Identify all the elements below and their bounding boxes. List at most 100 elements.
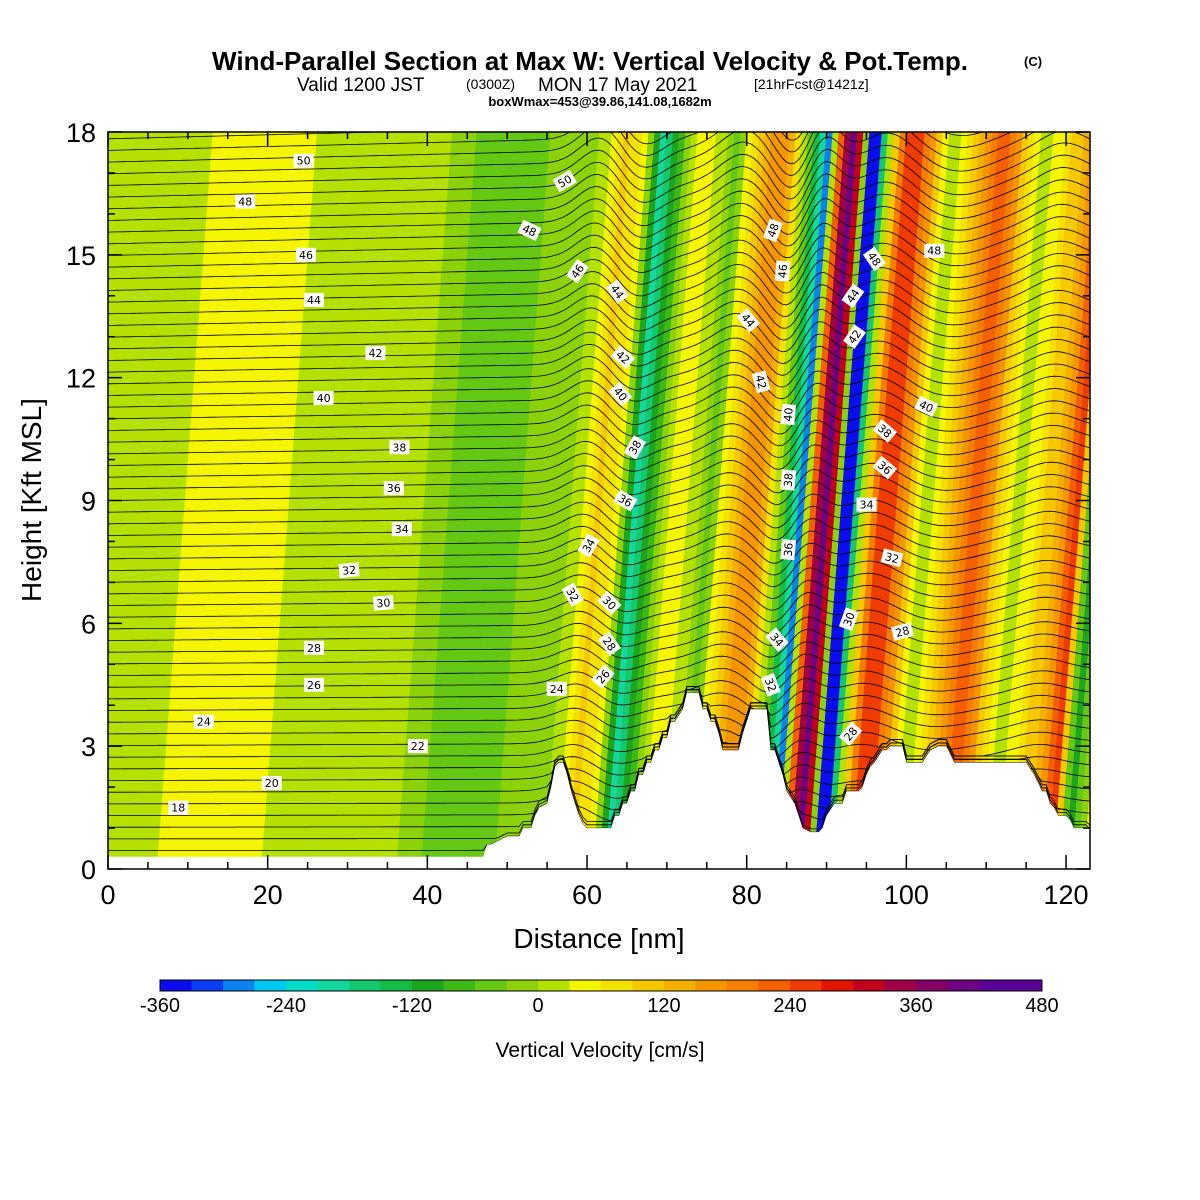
contour-label-text: 50 xyxy=(297,155,311,168)
pot-temp-contour-line xyxy=(108,198,1090,250)
contour-label: 46 xyxy=(296,247,316,262)
w-column xyxy=(365,132,429,869)
contour-label-box xyxy=(313,391,334,406)
contour-label-box xyxy=(613,489,638,512)
contour-label: 32 xyxy=(338,562,360,578)
w-column xyxy=(193,132,257,869)
colorbar-swatch xyxy=(695,980,728,991)
colorbar-swatch xyxy=(191,980,224,991)
colorbar-swatch xyxy=(916,980,948,991)
w-column xyxy=(653,132,717,869)
colorbar-swatch xyxy=(569,980,602,991)
w-column xyxy=(1065,541,1090,869)
w-column xyxy=(322,132,386,869)
colorbar xyxy=(159,979,1043,992)
contour-label-box xyxy=(880,548,904,568)
contour-label-text: 42 xyxy=(753,373,769,390)
contour-label-text: 46 xyxy=(776,264,790,279)
contour-label-box xyxy=(610,345,636,369)
pot-temp-contour-line xyxy=(108,628,1090,659)
contour-label: 40 xyxy=(313,391,334,406)
pot-temp-contour-line xyxy=(108,689,1090,776)
pot-temp-contour-line xyxy=(108,321,1090,367)
contour-label-box xyxy=(391,522,412,537)
contour-label-box xyxy=(856,497,877,512)
contour-label-text: 32 xyxy=(762,676,779,694)
contour-label: 40 xyxy=(914,395,939,417)
potential-temperature-contours xyxy=(108,132,1090,851)
w-column xyxy=(113,132,177,869)
colorbar-swatch xyxy=(254,980,287,991)
pot-temp-contour-line xyxy=(108,407,1090,449)
w-column xyxy=(874,132,938,869)
w-column xyxy=(236,132,300,869)
w-column xyxy=(169,132,232,869)
pot-temp-contour-line xyxy=(108,468,1090,507)
w-column xyxy=(175,132,238,869)
w-column xyxy=(512,132,576,869)
contour-label: 34 xyxy=(391,522,412,537)
w-column xyxy=(377,132,441,869)
w-column xyxy=(1022,132,1085,869)
pot-temp-contour-line xyxy=(108,136,1090,192)
w-column xyxy=(985,132,1049,869)
colorbar-swatch xyxy=(853,980,885,991)
colorbar-swatch xyxy=(349,980,381,991)
contour-label-text: 36 xyxy=(782,542,796,557)
contour-label: 38 xyxy=(623,435,646,460)
chart-title-copyright: (C) xyxy=(1024,54,1042,69)
w-column xyxy=(347,132,410,869)
contour-label-box xyxy=(890,622,914,641)
contour-label: 38 xyxy=(780,469,797,491)
contour-label: 32 xyxy=(561,582,584,607)
w-column xyxy=(1009,132,1073,869)
pot-temp-contour-line xyxy=(108,604,1090,636)
contour-label-text: 34 xyxy=(860,499,874,512)
w-column xyxy=(181,132,245,869)
w-column xyxy=(942,132,1006,869)
x-tick-label: 60 xyxy=(572,880,602,910)
w-column xyxy=(574,132,637,869)
colorbar-tick-labels: -360 -240 -120 0 120 240 360 480 xyxy=(140,995,1059,1017)
pot-temp-contour-line xyxy=(108,148,1090,203)
y-tick-label: 3 xyxy=(81,732,96,762)
w-column xyxy=(310,132,373,869)
contour-label-box xyxy=(546,681,567,696)
contour-label-text: 32 xyxy=(563,586,581,605)
contour-label-text: 40 xyxy=(317,392,331,405)
y-axis-label: Height [Kft MSL] xyxy=(16,398,47,602)
w-column xyxy=(1003,132,1067,869)
contour-label: 36 xyxy=(613,489,638,512)
w-column xyxy=(132,132,195,869)
contour-label: 38 xyxy=(389,440,410,455)
w-column xyxy=(850,132,914,869)
chart-subtitle-boxwmax: boxWmax=453@39.86,141.08,1682m xyxy=(488,94,711,109)
pot-temp-contour-line xyxy=(108,641,1090,671)
w-column xyxy=(561,132,625,869)
contour-label: 24 xyxy=(193,714,214,729)
colorbar-swatch xyxy=(979,980,1011,991)
pot-temp-contour-line xyxy=(108,592,1090,624)
contour-label: 48 xyxy=(517,219,542,241)
colorbar-tick-label: 120 xyxy=(647,995,680,1017)
contour-label-box xyxy=(168,800,189,815)
colorbar-tick-label: 360 xyxy=(899,995,932,1017)
y-tick-label: 18 xyxy=(66,118,96,148)
w-column xyxy=(911,132,975,869)
pot-temp-contour-line xyxy=(108,530,1090,566)
w-column xyxy=(997,132,1061,869)
contour-label-box xyxy=(841,283,865,309)
contour-label-text: 18 xyxy=(171,802,185,815)
contour-label-text: 40 xyxy=(917,398,935,416)
contour-label-box xyxy=(552,170,577,193)
contour-label: 48 xyxy=(763,218,783,243)
w-column xyxy=(856,132,920,869)
contour-label-box xyxy=(193,714,214,729)
contour-label: 30 xyxy=(372,595,394,611)
contour-label-box xyxy=(389,440,410,455)
pot-temp-contour-line xyxy=(108,505,1090,542)
contour-label-box xyxy=(261,776,282,790)
w-column xyxy=(518,132,582,869)
colorbar-swatch xyxy=(475,980,507,991)
pot-temp-contour-line xyxy=(108,395,1090,437)
